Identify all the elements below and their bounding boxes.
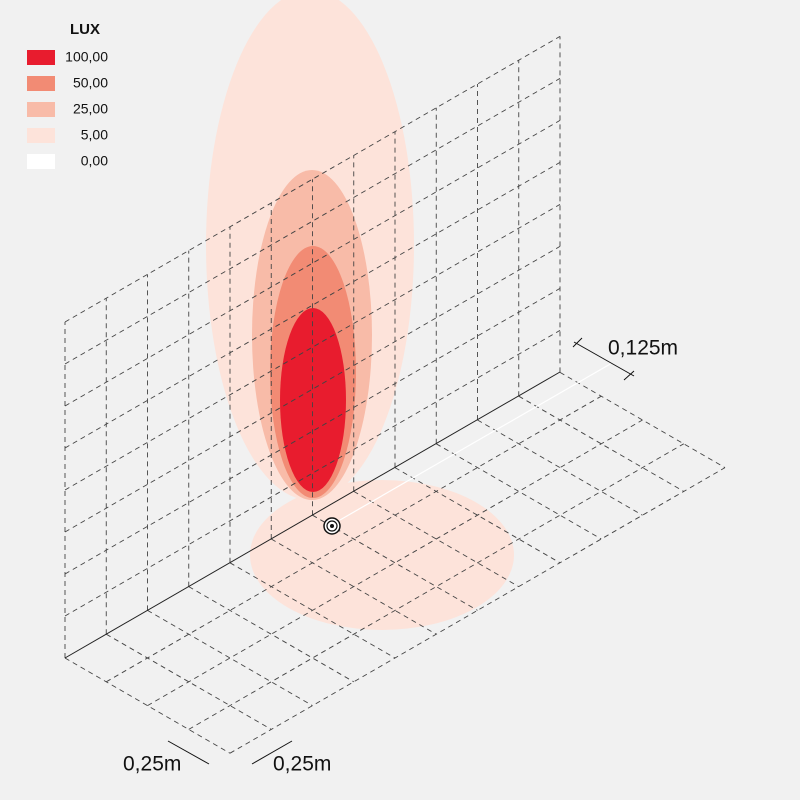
grid-line bbox=[436, 443, 602, 540]
dimension-width: 0,25m bbox=[273, 753, 331, 776]
legend-swatch bbox=[27, 102, 55, 117]
grid-line bbox=[477, 419, 643, 516]
grid-line bbox=[353, 491, 519, 587]
floor-zone-5 bbox=[250, 480, 514, 630]
grid-line bbox=[147, 610, 313, 706]
legend-swatch bbox=[27, 128, 55, 143]
legend-label: 5,00 bbox=[81, 127, 108, 143]
grid-line bbox=[229, 562, 396, 659]
grid-line bbox=[559, 372, 726, 468]
legend-swatch bbox=[27, 154, 55, 169]
grid-line bbox=[394, 467, 561, 564]
legend-label: 50,00 bbox=[73, 75, 108, 91]
grid-line bbox=[106, 633, 272, 730]
legend: 100,00 50,00 25,00 5,00 0,00 bbox=[27, 49, 108, 169]
grid-line bbox=[64, 657, 231, 754]
grid-line bbox=[188, 586, 354, 683]
dimension-depth: 0,25m bbox=[123, 753, 181, 776]
distance-line bbox=[339, 362, 613, 521]
legend-label: 25,00 bbox=[73, 101, 108, 117]
wall-base bbox=[64, 371, 561, 659]
grid-line bbox=[518, 395, 684, 492]
legend-title: LUX bbox=[70, 21, 100, 38]
legend-swatch bbox=[27, 50, 55, 65]
grid bbox=[64, 36, 726, 754]
legend-label: 0,00 bbox=[81, 153, 108, 169]
zone-100 bbox=[280, 308, 346, 492]
grid-line bbox=[312, 514, 478, 611]
legend-swatch bbox=[27, 76, 55, 91]
grid-line bbox=[271, 538, 437, 635]
dimension-markers bbox=[167, 337, 635, 765]
legend-label: 100,00 bbox=[65, 49, 108, 65]
fixture bbox=[323, 517, 341, 535]
dimension-height: 0,125m bbox=[608, 337, 678, 360]
